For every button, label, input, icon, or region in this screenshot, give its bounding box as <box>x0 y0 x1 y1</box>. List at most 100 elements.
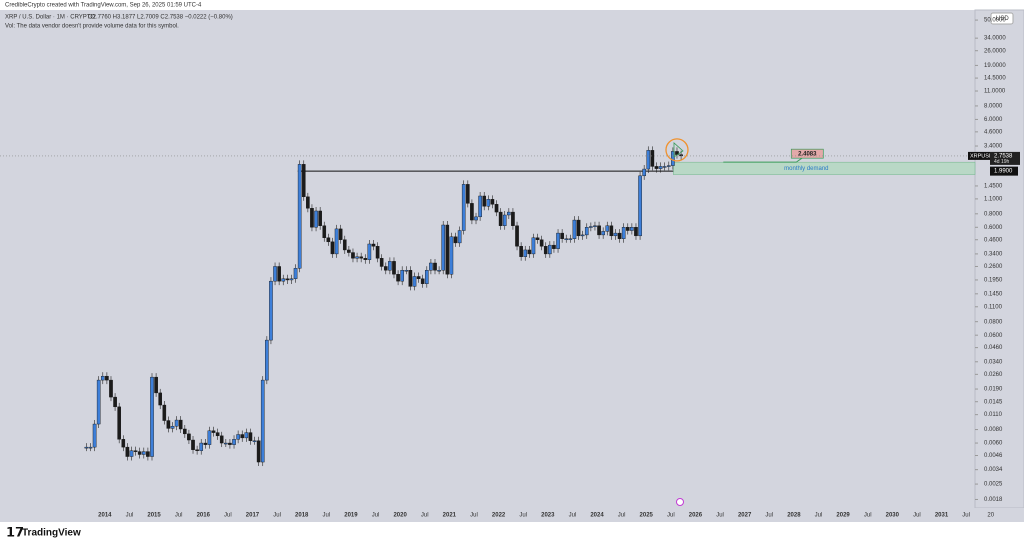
x-tick-label: 2014 <box>98 513 112 519</box>
candle <box>133 450 138 452</box>
candle <box>322 225 327 238</box>
symbol: XRP / U.S. Dollar · 1M · CRYPTO <box>5 15 95 21</box>
candle <box>494 204 499 213</box>
candle <box>597 225 601 236</box>
candle <box>281 278 286 282</box>
volume-note: Vol: The data vendor doesn't provide vol… <box>5 24 179 30</box>
candle <box>84 446 89 449</box>
candle <box>548 244 552 255</box>
x-tick-label: Jul <box>224 513 232 519</box>
x-tick-label: Jul <box>175 513 183 519</box>
candle <box>297 164 302 269</box>
y-tick-label: 0.0018 <box>984 497 1003 503</box>
last-box <box>968 151 990 160</box>
candle <box>568 238 573 240</box>
candle <box>269 280 273 341</box>
candle <box>400 270 404 282</box>
candle <box>433 262 437 271</box>
candle <box>408 270 413 287</box>
candle <box>203 442 208 445</box>
candle <box>326 237 331 243</box>
candle <box>100 375 105 381</box>
candle <box>466 184 470 204</box>
candle <box>195 449 199 451</box>
candle <box>260 379 265 463</box>
candle <box>552 244 556 249</box>
candle <box>580 234 585 237</box>
candle <box>137 451 142 455</box>
y-tick-label: 4.6000 <box>984 129 1003 135</box>
x-tick-label: Jul <box>815 513 823 519</box>
candle <box>113 396 117 408</box>
candle <box>240 434 245 439</box>
candle <box>187 433 191 441</box>
candle <box>519 246 523 257</box>
x-tick-label: 2027 <box>738 513 752 519</box>
candle <box>170 425 175 429</box>
candle <box>96 379 101 425</box>
y-tick-label: 0.0080 <box>984 427 1003 433</box>
candle <box>482 195 487 207</box>
x-tick-label: 2020 <box>393 513 407 519</box>
y-tick-label: 0.0340 <box>984 359 1003 365</box>
candle <box>584 227 589 236</box>
candle <box>121 439 126 448</box>
candle <box>359 256 363 259</box>
y-tick-label: 1.4500 <box>984 184 1003 190</box>
y-tick-label: 0.0060 <box>984 441 1003 447</box>
candle <box>416 276 421 279</box>
currency-box[interactable] <box>990 12 1014 25</box>
candle <box>498 211 503 226</box>
x-tick-label: 2018 <box>295 513 309 519</box>
y-tick-label: 0.0046 <box>984 453 1003 459</box>
candle <box>560 232 564 239</box>
candle <box>355 256 359 259</box>
candle <box>605 225 610 232</box>
candle <box>449 236 454 275</box>
candle <box>232 439 236 445</box>
candle <box>601 231 605 236</box>
level-box <box>990 166 1018 176</box>
y-tick-label: 8.0000 <box>984 104 1003 110</box>
x-tick-label: 2031 <box>935 513 949 519</box>
candle <box>654 166 659 169</box>
candle <box>589 226 593 228</box>
candle <box>342 239 347 251</box>
candle <box>244 432 249 439</box>
y-tick-label: 0.0600 <box>984 333 1003 339</box>
y-tick-label: 6.0000 <box>984 117 1003 123</box>
y-tick-label: 0.0034 <box>984 467 1003 473</box>
candle <box>314 210 318 228</box>
x-tick-label: Jul <box>962 513 970 519</box>
candle <box>502 214 507 226</box>
candle <box>564 238 569 240</box>
x-tick-label: 20 <box>987 513 994 519</box>
candle <box>351 252 355 259</box>
candle <box>613 232 618 237</box>
plot-bg <box>0 10 975 508</box>
x-tick-label: 2017 <box>246 513 260 519</box>
y-tick-label: 0.1950 <box>984 278 1003 284</box>
candle <box>486 199 491 207</box>
x-tick-label: 2015 <box>147 513 161 519</box>
x-tick-label: 2021 <box>443 513 457 519</box>
candle <box>215 432 220 437</box>
candle <box>199 442 204 451</box>
x-tick-label: 2016 <box>197 513 211 519</box>
last-symbol: XRPUSD <box>970 153 993 159</box>
candle <box>347 249 351 253</box>
x-tick-label: Jul <box>470 513 478 519</box>
y-tick-label: 0.0025 <box>984 482 1003 488</box>
candle <box>310 208 314 228</box>
candle <box>453 236 458 244</box>
candle <box>535 237 540 240</box>
candle <box>527 249 532 255</box>
x-tick-label: Jul <box>322 513 330 519</box>
y-tick-label: 0.6000 <box>984 225 1003 231</box>
candle <box>638 175 642 237</box>
y-tick-label: 0.1100 <box>984 304 1003 310</box>
ohlc: O2.7760 H3.1877 L2.7009 C2.7538 −0.0222 … <box>88 15 233 21</box>
candle <box>301 164 306 198</box>
candle <box>330 241 335 255</box>
